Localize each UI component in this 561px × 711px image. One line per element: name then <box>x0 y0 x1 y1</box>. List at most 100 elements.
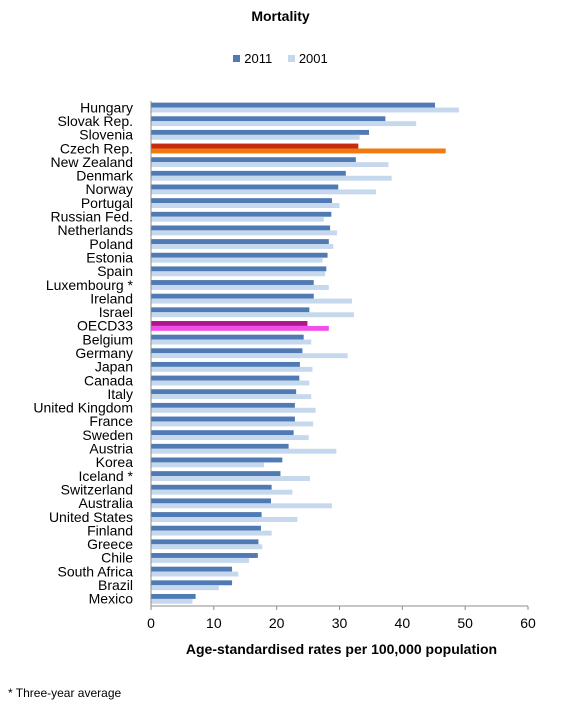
category-label-germany: Germany <box>75 345 133 361</box>
category-label-france: France <box>89 413 133 429</box>
bar-2011-japan <box>151 361 300 367</box>
legend-item-2011: 2011 <box>233 50 272 66</box>
bar-2001-belgium <box>151 339 312 345</box>
category-label-finland: Finland <box>87 522 133 538</box>
legend-item-2001: 2001 <box>287 50 328 66</box>
bar-2011-brazil <box>151 580 233 586</box>
legend-swatch-2011 <box>233 55 241 63</box>
bar-2011-denmark <box>151 170 346 176</box>
category-label-oecd33: OECD33 <box>77 318 133 334</box>
category-label-norway: Norway <box>86 181 133 197</box>
bar-2001-estonia <box>151 257 323 263</box>
bar-2001-israel <box>151 312 354 318</box>
category-label-australia: Australia <box>79 495 134 511</box>
bar-2011-south-africa <box>151 566 233 572</box>
bar-2001-united-states <box>151 517 298 522</box>
bar-2011-switzerland <box>151 484 272 490</box>
bar-2001-luxembourg <box>151 284 329 290</box>
bar-2011-spain <box>151 266 327 272</box>
category-label-korea: Korea <box>96 454 134 470</box>
bar-2001-iceland <box>151 476 310 481</box>
bar-2001-brazil <box>151 585 219 591</box>
bar-2001-italy <box>151 394 312 400</box>
bar-2001-portugal <box>151 203 340 208</box>
bar-2001-japan <box>151 366 313 372</box>
bar-2001-canada <box>151 380 310 386</box>
x-tick-label-30: 30 <box>332 615 348 631</box>
chart-legend: 2011 2001 <box>0 50 561 66</box>
bar-2001-poland <box>151 244 334 249</box>
bar-2011-new-zealand <box>151 157 356 163</box>
bar-2011-luxembourg <box>151 280 314 285</box>
bar-2011-norway <box>151 184 339 190</box>
category-label-hungary: Hungary <box>80 99 133 115</box>
x-axis-label: Age-standardised rates per 100,000 popul… <box>186 641 497 657</box>
bar-2011-italy <box>151 389 297 395</box>
bar-2001-netherlands <box>151 230 337 236</box>
category-label-new-zealand: New Zealand <box>51 154 134 170</box>
category-label-italy: Italy <box>107 386 133 402</box>
x-tick-label-40: 40 <box>395 615 411 631</box>
bar-2011-slovenia <box>151 129 370 135</box>
x-tick-label-10: 10 <box>206 615 222 631</box>
category-label-spain: Spain <box>97 263 133 279</box>
category-label-estonia: Estonia <box>86 249 133 265</box>
category-label-israel: Israel <box>99 304 133 320</box>
category-label-luxembourg: Luxembourg * <box>46 277 134 293</box>
bar-2011-israel <box>151 307 310 313</box>
bar-2011-united-kingdom <box>151 402 295 408</box>
bar-2001-norway <box>151 189 376 195</box>
category-label-belgium: Belgium <box>82 331 133 347</box>
bar-2011-slovak-rep <box>151 116 386 122</box>
bar-2001-france <box>151 421 314 427</box>
bar-2011-mexico <box>151 593 196 599</box>
bar-2001-russian-fed <box>151 216 324 222</box>
bar-2001-austria <box>151 448 337 454</box>
bar-2011-canada <box>151 375 300 381</box>
x-tick-label-0: 0 <box>147 615 155 631</box>
x-tick-label-60: 60 <box>520 615 536 631</box>
category-label-denmark: Denmark <box>76 168 134 184</box>
bar-2011-germany <box>151 348 303 354</box>
x-tick-label-20: 20 <box>269 615 285 631</box>
category-label-slovak-rep: Slovak Rep. <box>58 113 133 129</box>
bar-2011-belgium <box>151 334 304 340</box>
bar-2011-chile <box>151 553 258 558</box>
category-label-netherlands: Netherlands <box>58 222 134 238</box>
bar-2011-estonia <box>151 252 328 258</box>
category-label-mexico: Mexico <box>89 591 134 607</box>
bar-2001-new-zealand <box>151 162 389 168</box>
bar-2011-united-states <box>151 512 262 518</box>
category-label-brazil: Brazil <box>98 577 133 593</box>
legend-swatch-2001 <box>287 55 295 63</box>
bar-2011-portugal <box>151 198 332 204</box>
category-label-austria: Austria <box>89 441 133 457</box>
bar-2011-poland <box>151 239 329 245</box>
bar-2001-greece <box>151 544 263 550</box>
category-label-switzerland: Switzerland <box>61 481 133 497</box>
bar-2001-denmark <box>151 175 392 181</box>
bar-2001-australia <box>151 503 332 509</box>
bar-2001-ireland <box>151 298 353 304</box>
category-label-ireland: Ireland <box>90 290 133 306</box>
legend-label-2011: 2011 <box>244 51 273 67</box>
category-label-sweden: Sweden <box>82 427 133 443</box>
bar-2001-hungary <box>151 107 459 113</box>
category-label-russian-fed: Russian Fed. <box>51 209 133 225</box>
category-label-united-states: United States <box>49 509 133 525</box>
category-label-czech-rep: Czech Rep. <box>60 140 133 156</box>
bar-2001-slovak-rep <box>151 121 417 127</box>
bar-2001-spain <box>151 271 326 277</box>
category-label-iceland: Iceland * <box>79 468 134 484</box>
bar-2001-south-africa <box>151 571 239 577</box>
category-label-south-africa: South Africa <box>58 563 134 579</box>
category-label-poland: Poland <box>89 236 133 252</box>
bar-2001-germany <box>151 353 348 359</box>
bar-2011-iceland <box>151 471 281 477</box>
category-label-chile: Chile <box>101 550 133 566</box>
bar-2001-finland <box>151 530 272 536</box>
bar-2001-chile <box>151 557 250 563</box>
bar-2011-russian-fed <box>151 211 332 217</box>
bar-2011-austria <box>151 443 289 449</box>
